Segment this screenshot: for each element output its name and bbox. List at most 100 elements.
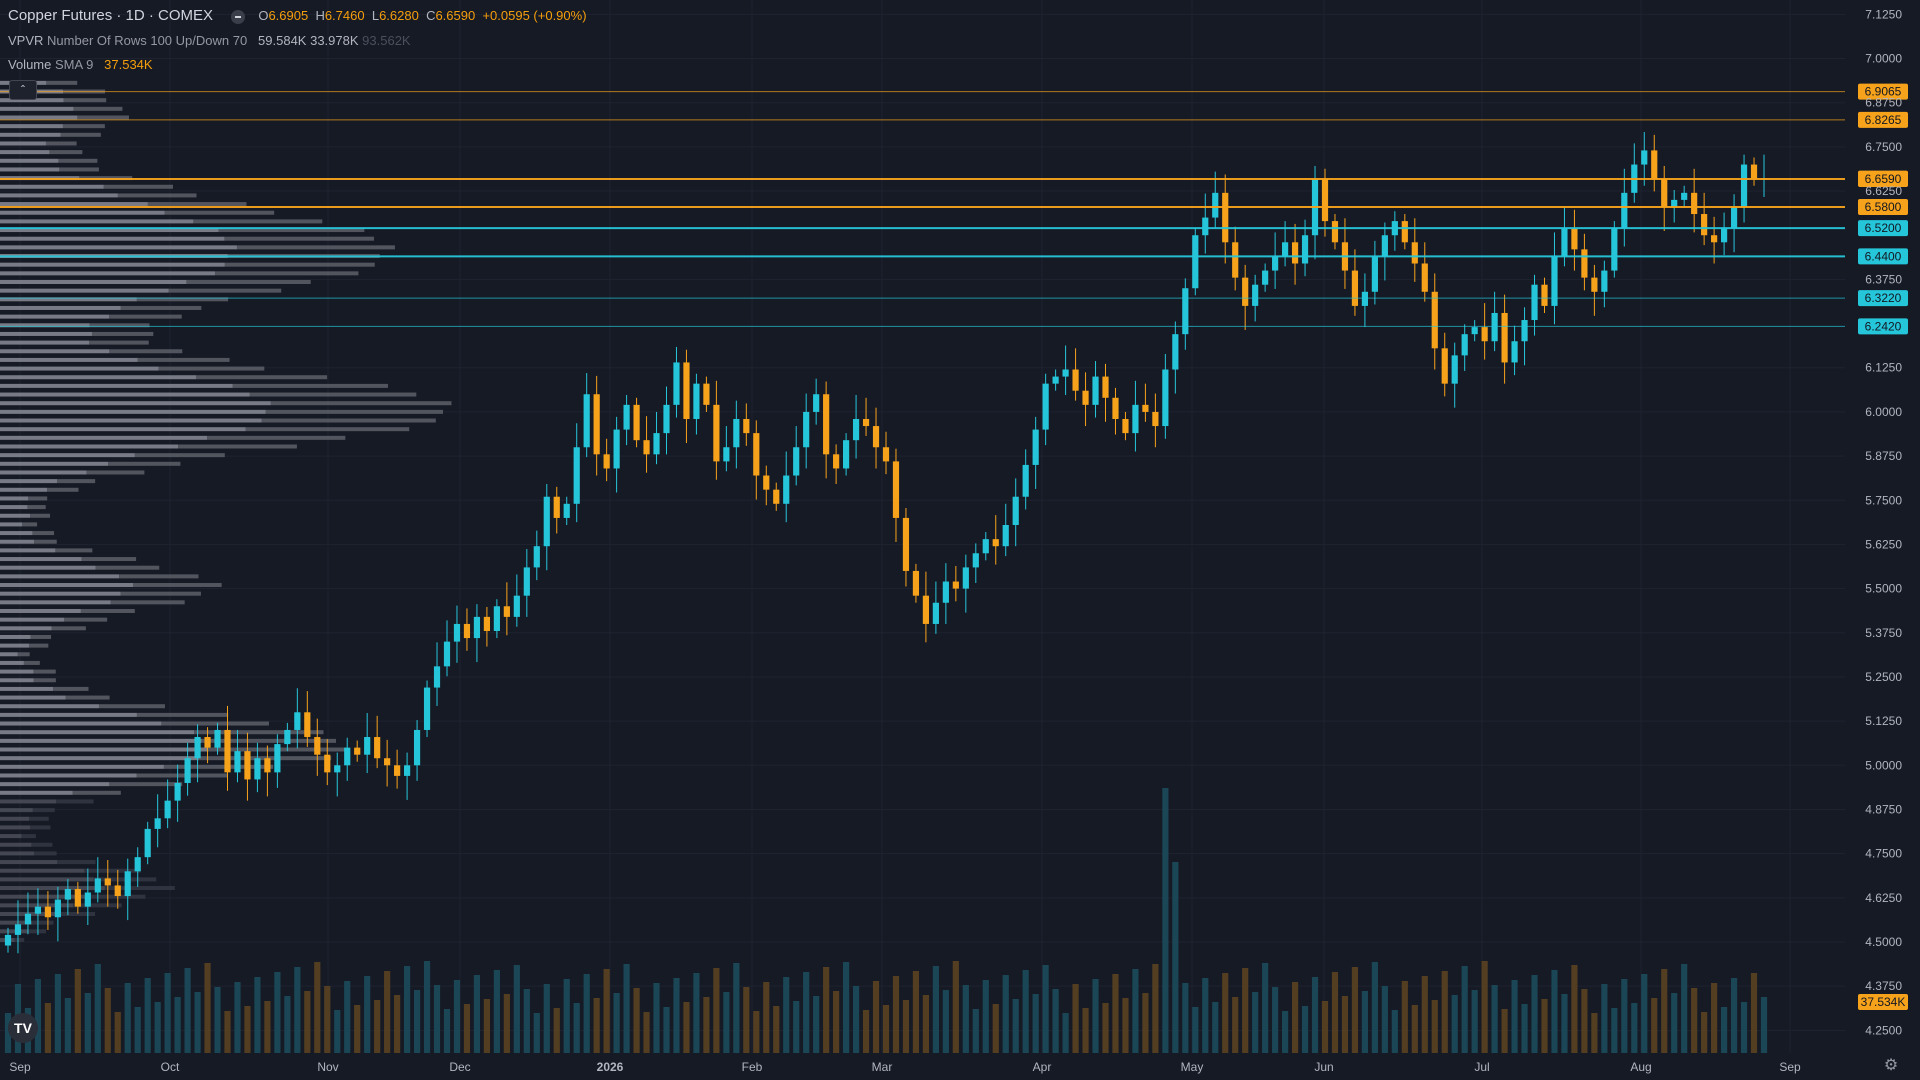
volume-bar xyxy=(803,972,810,1053)
vpvr-bar-down xyxy=(119,574,199,579)
volume-bar xyxy=(1681,964,1688,1053)
vpvr-legend[interactable]: VPVR Number Of Rows 100 Up/Down 70 59.58… xyxy=(8,33,411,49)
time-tick-label: Mar xyxy=(872,1060,893,1074)
vpvr-bar-up xyxy=(0,141,46,146)
candle-body xyxy=(384,758,391,766)
volume-bar xyxy=(982,980,989,1053)
vpvr-bar-up xyxy=(0,868,85,873)
candle-body xyxy=(134,857,141,872)
volume-bar xyxy=(1152,964,1159,1053)
vpvr-bar-up xyxy=(0,150,50,155)
volume-bar xyxy=(623,964,630,1053)
vpvr-bar-down xyxy=(224,262,375,267)
low-label: L xyxy=(371,8,380,23)
vpvr-bar-up xyxy=(0,877,94,882)
candle-body xyxy=(403,765,411,776)
volume-bar xyxy=(204,963,211,1053)
vpvr-bar-up xyxy=(0,920,33,925)
vpvr-bar-up xyxy=(0,686,54,691)
candle-body xyxy=(892,461,900,518)
volume-value: 37.534K xyxy=(104,57,153,72)
vpvr-bar-up xyxy=(0,132,61,137)
volume-bar xyxy=(154,1002,161,1053)
volume-bar xyxy=(952,961,959,1053)
volume-bar xyxy=(922,995,930,1053)
vpvr-bar-down xyxy=(30,634,52,639)
candle-body xyxy=(1022,464,1029,497)
volume-bar xyxy=(663,1007,670,1053)
vpvr-bar-up xyxy=(0,219,194,224)
tradingview-logo[interactable]: TV xyxy=(8,1013,38,1043)
candle-body xyxy=(1581,249,1588,278)
vpvr-bar-up xyxy=(0,634,31,639)
candle-body xyxy=(493,606,500,632)
vpvr-bar-up xyxy=(0,565,96,570)
volume-bar xyxy=(254,977,261,1053)
volume-bar xyxy=(1411,1005,1418,1053)
volume-bar xyxy=(1062,1013,1069,1053)
volume-bar xyxy=(703,997,710,1053)
candle-body xyxy=(1182,288,1189,335)
candle-body xyxy=(783,475,790,504)
candle-body xyxy=(753,433,760,476)
volume-bar xyxy=(813,996,820,1053)
close-value: 6.6590 xyxy=(435,8,476,23)
candle-body xyxy=(902,517,910,571)
volume-bar xyxy=(1122,998,1129,1053)
vpvr-bar-down xyxy=(104,886,175,891)
volume-bar xyxy=(1232,997,1239,1053)
candle-body xyxy=(553,496,560,518)
candle-body xyxy=(1491,312,1498,342)
volume-bar xyxy=(194,992,201,1053)
candle-body xyxy=(423,687,431,730)
volume-bar xyxy=(643,1012,650,1053)
vpvr-bar-down xyxy=(137,357,230,362)
visibility-toggle-icon[interactable] xyxy=(230,9,245,24)
candle-body xyxy=(603,454,610,469)
vpvr-bar-up xyxy=(0,288,169,293)
volume-bar xyxy=(862,1010,870,1053)
vpvr-bar-down xyxy=(30,825,51,830)
vpvr-bar-up xyxy=(0,773,137,778)
price-badge xyxy=(1858,248,1908,265)
candle-body xyxy=(214,729,221,748)
volume-bar xyxy=(1691,988,1698,1053)
volume-bar xyxy=(1272,987,1279,1053)
price-badge xyxy=(1858,83,1908,100)
candle-body xyxy=(862,418,870,427)
vpvr-bar-up xyxy=(0,418,262,423)
volume-bar xyxy=(1621,979,1628,1053)
vpvr-bar-up xyxy=(0,591,121,596)
vpvr-bar-up xyxy=(0,98,64,103)
volume-bar xyxy=(1571,965,1578,1053)
candle-body xyxy=(1531,284,1538,321)
vpvr-bar-down xyxy=(232,383,388,388)
vpvr-bar-down xyxy=(22,522,38,527)
volume-bar xyxy=(783,977,790,1053)
volume-bar xyxy=(1511,980,1518,1053)
price-tick-label: 7.0000 xyxy=(1865,52,1902,66)
candle-body xyxy=(1411,242,1418,264)
candle-body xyxy=(104,878,111,886)
price-badge xyxy=(1858,290,1908,307)
volume-bar xyxy=(1730,978,1738,1053)
chart-grid xyxy=(0,0,1845,1053)
candle-body xyxy=(314,737,321,755)
gear-icon[interactable]: ⚙ xyxy=(1883,1057,1899,1074)
vpvr-bar-down xyxy=(77,115,129,120)
vpvr-bar-down xyxy=(117,193,197,198)
candle-body xyxy=(1641,150,1648,165)
candle-body xyxy=(1242,277,1249,306)
symbol-title[interactable]: Copper Futures · 1D · COMEX xyxy=(8,7,214,24)
time-tick-label: Feb xyxy=(742,1060,763,1074)
volume-badge xyxy=(1858,994,1908,1010)
volume-bar xyxy=(1242,968,1249,1053)
price-tick-label: 5.1250 xyxy=(1865,714,1902,728)
collapse-legend-button[interactable]: ˆ xyxy=(9,80,37,100)
vpvr-bar-down xyxy=(193,219,323,224)
volume-bar xyxy=(833,991,840,1053)
price-tick-label: 4.8750 xyxy=(1865,802,1902,816)
volume-legend[interactable]: Volume SMA 9 37.534K xyxy=(8,57,153,73)
price-badge xyxy=(1858,318,1908,335)
